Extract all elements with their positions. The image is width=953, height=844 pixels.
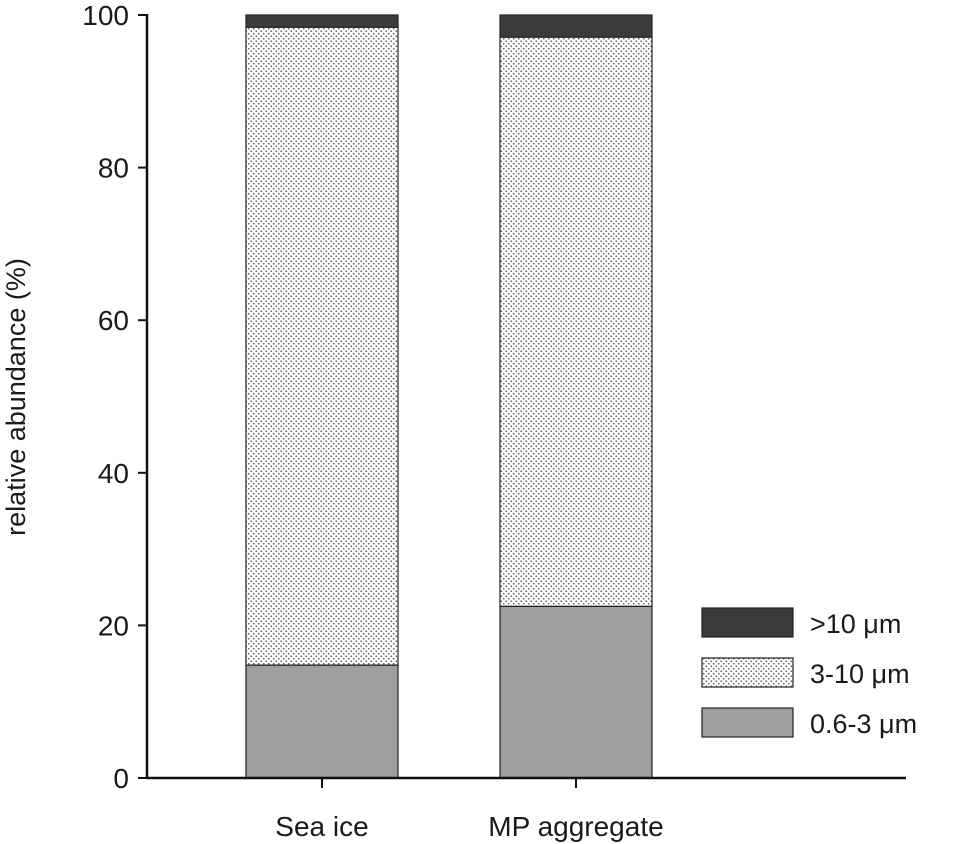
x-category-label: Sea ice — [275, 811, 368, 842]
y-tick-label: 60 — [98, 305, 129, 336]
bar-segment — [499, 605, 653, 779]
y-axis-title: relative abundance (%) — [1, 258, 31, 536]
bar-segment — [245, 14, 399, 28]
bar-segment — [245, 664, 399, 779]
legend-swatch — [701, 607, 794, 638]
legend-swatch — [701, 707, 794, 738]
legend-label: 0.6-3 μm — [810, 709, 917, 739]
y-tick-label: 0 — [113, 763, 129, 794]
bar-segment — [499, 14, 653, 38]
legend-label: >10 μm — [810, 609, 901, 639]
bars-layer — [245, 14, 653, 779]
legend-swatch — [701, 657, 794, 688]
x-category-label: MP aggregate — [488, 811, 663, 842]
axes-layer: 0 20 40 60 80 100 Sea ice MP aggregate — [82, 0, 906, 842]
bar-segment — [499, 36, 653, 607]
legend-label: 3-10 μm — [810, 659, 910, 689]
y-tick-label: 40 — [98, 458, 129, 489]
y-tick-label: 100 — [82, 0, 129, 31]
y-tick-label: 80 — [98, 153, 129, 184]
bar-segment — [245, 26, 399, 666]
y-tick-label: 20 — [98, 610, 129, 641]
legend: >10 μm 3-10 μm 0.6-3 μm — [701, 607, 917, 739]
